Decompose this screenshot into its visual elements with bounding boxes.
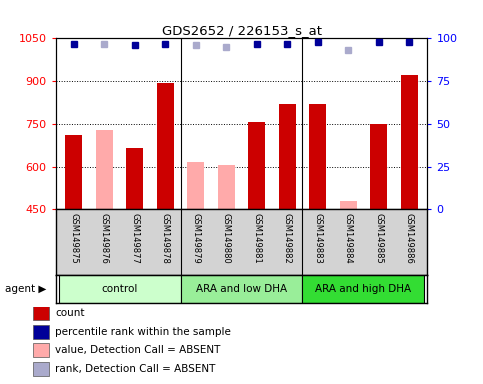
Text: GSM149886: GSM149886 — [405, 213, 413, 263]
Text: GSM149879: GSM149879 — [191, 213, 200, 263]
Text: GSM149878: GSM149878 — [161, 213, 170, 263]
Bar — [309, 104, 326, 209]
Bar — [157, 83, 174, 209]
Text: GSM149875: GSM149875 — [70, 213, 78, 263]
Text: GSM149881: GSM149881 — [252, 213, 261, 263]
Text: percentile rank within the sample: percentile rank within the sample — [55, 327, 231, 337]
Bar — [302, 275, 425, 303]
Bar — [33, 325, 49, 339]
Text: ARA and low DHA: ARA and low DHA — [196, 284, 287, 294]
Text: GSM149882: GSM149882 — [283, 213, 292, 263]
Text: GSM149876: GSM149876 — [100, 213, 109, 263]
Bar — [33, 343, 49, 357]
Text: rank, Detection Call = ABSENT: rank, Detection Call = ABSENT — [55, 364, 215, 374]
Bar — [370, 124, 387, 209]
Title: GDS2652 / 226153_s_at: GDS2652 / 226153_s_at — [161, 24, 322, 37]
Text: GSM149884: GSM149884 — [344, 213, 353, 263]
Text: agent ▶: agent ▶ — [5, 284, 46, 294]
Bar — [181, 275, 302, 303]
Bar — [66, 135, 82, 209]
Bar — [33, 362, 49, 376]
Bar — [187, 162, 204, 209]
Bar — [33, 306, 49, 320]
Text: ARA and high DHA: ARA and high DHA — [315, 284, 412, 294]
Bar — [340, 201, 356, 209]
Text: GSM149877: GSM149877 — [130, 213, 139, 263]
Text: GSM149885: GSM149885 — [374, 213, 383, 263]
Text: control: control — [101, 284, 138, 294]
Bar — [218, 165, 235, 209]
Bar — [96, 129, 113, 209]
Text: GSM149883: GSM149883 — [313, 213, 322, 263]
Bar — [58, 275, 181, 303]
Text: GSM149880: GSM149880 — [222, 213, 231, 263]
Bar — [127, 148, 143, 209]
Bar — [248, 122, 265, 209]
Text: count: count — [55, 308, 85, 318]
Bar — [279, 104, 296, 209]
Bar — [401, 75, 417, 209]
Text: value, Detection Call = ABSENT: value, Detection Call = ABSENT — [55, 345, 221, 355]
